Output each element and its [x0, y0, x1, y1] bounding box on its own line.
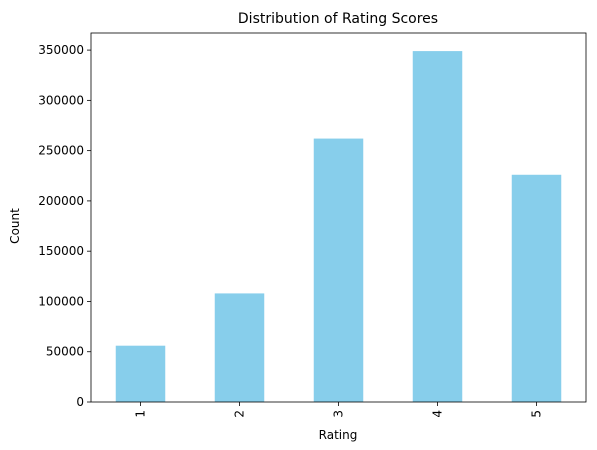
y-tick-label: 0: [76, 395, 84, 409]
x-tick-label: 1: [134, 410, 148, 418]
y-tick-label: 100000: [38, 294, 84, 308]
y-tick-label: 50000: [46, 345, 84, 359]
y-axis-label: Count: [8, 208, 22, 244]
x-axis-label: Rating: [319, 428, 358, 442]
bar-5: [511, 174, 562, 402]
y-tick-label: 200000: [38, 194, 84, 208]
y-tick-label: 300000: [38, 93, 84, 107]
y-tick-label: 350000: [38, 43, 84, 57]
y-tick-label: 250000: [38, 144, 84, 158]
bar-1: [115, 345, 166, 402]
x-tick-label: 2: [233, 410, 247, 418]
bar-4: [412, 51, 463, 403]
x-tick-label: 3: [332, 410, 346, 418]
x-tick-label: 5: [530, 410, 544, 418]
bar-3: [313, 138, 364, 402]
x-tick-label: 4: [431, 410, 445, 418]
y-tick-label: 150000: [38, 244, 84, 258]
chart-title: Distribution of Rating Scores: [238, 11, 438, 27]
plot-area: 0 50000 100000 150000 200000 250000 300000 3500…: [38, 32, 587, 418]
bar-2: [214, 293, 265, 402]
